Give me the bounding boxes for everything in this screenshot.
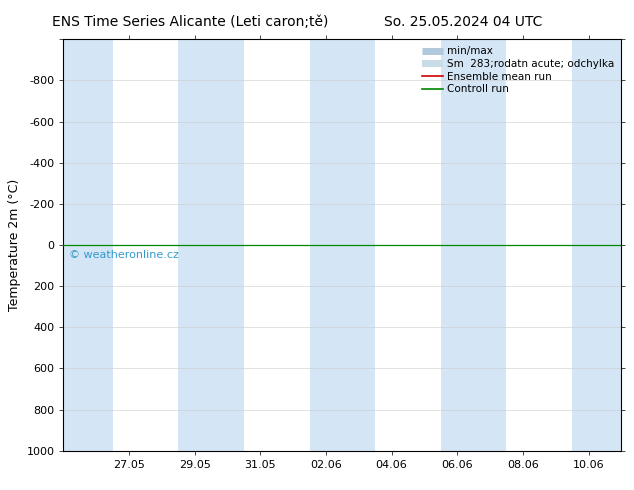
Legend: min/max, Sm  283;rodatn acute; odchylka, Ensemble mean run, Controll run: min/max, Sm 283;rodatn acute; odchylka, … [420,45,616,97]
Bar [63,39,113,451]
Text: © weatheronline.cz: © weatheronline.cz [69,250,179,260]
Bar [572,39,621,451]
Bar [178,39,244,451]
Text: So. 25.05.2024 04 UTC: So. 25.05.2024 04 UTC [384,15,542,29]
Y-axis label: Temperature 2m (°C): Temperature 2m (°C) [8,179,21,311]
Bar [441,39,507,451]
Text: ENS Time Series Alicante (Leti caron;tě): ENS Time Series Alicante (Leti caron;tě) [52,15,328,29]
Bar [309,39,375,451]
